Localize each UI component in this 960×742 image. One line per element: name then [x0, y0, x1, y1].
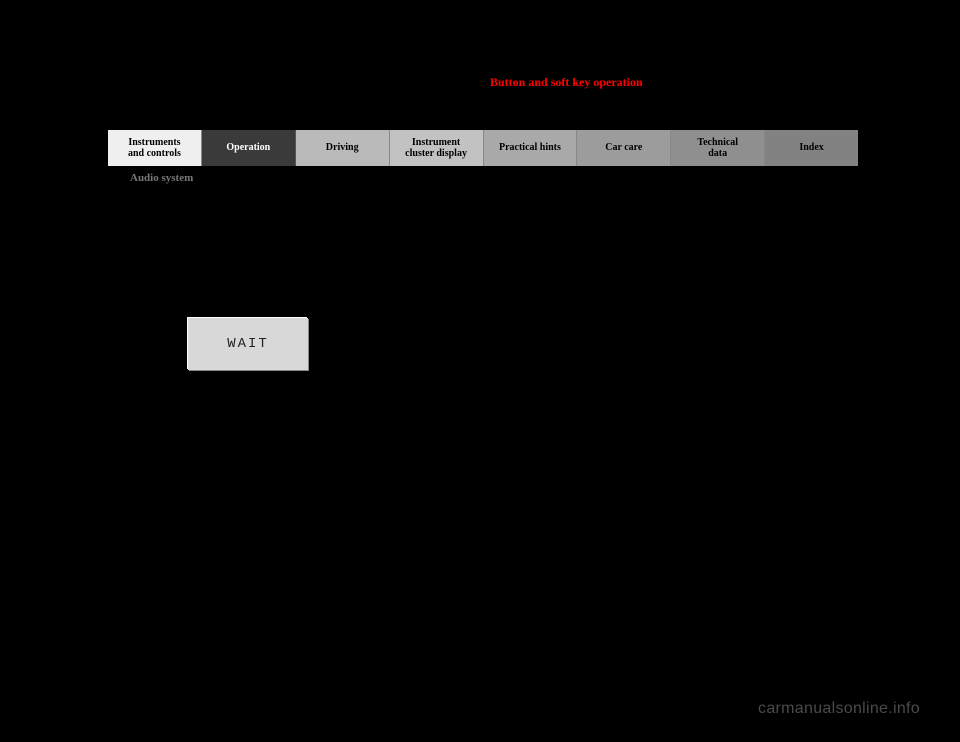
tab-technical-data[interactable]: Technicaldata: [671, 130, 765, 166]
nav-tabs: Instrumentsand controls Operation Drivin…: [108, 130, 860, 166]
tab-car-care[interactable]: Car care: [577, 130, 671, 166]
tab-label: Driving: [326, 142, 359, 154]
tab-label: Technicaldata: [697, 137, 738, 160]
tab-instrument-cluster[interactable]: Instrumentcluster display: [390, 130, 484, 166]
tab-label: Car care: [605, 142, 642, 154]
tab-practical-hints[interactable]: Practical hints: [484, 130, 578, 166]
tab-label: Operation: [226, 142, 270, 154]
tab-operation[interactable]: Operation: [202, 130, 296, 166]
watermark: carmanualsonline.info: [758, 700, 920, 718]
tab-label: Instrumentcluster display: [405, 137, 467, 160]
tab-label: Index: [799, 142, 823, 154]
manual-page: Instrumentsand controls Operation Drivin…: [108, 130, 860, 184]
wait-text: WAIT: [227, 336, 269, 352]
tab-driving[interactable]: Driving: [296, 130, 390, 166]
tab-instruments-controls[interactable]: Instrumentsand controls: [108, 130, 202, 166]
tab-index[interactable]: Index: [765, 130, 858, 166]
page-subtitle: Audio system: [130, 172, 860, 184]
section-heading: Button and soft key operation: [490, 75, 643, 90]
tab-label: Instrumentsand controls: [128, 137, 181, 160]
wait-display: WAIT: [188, 318, 308, 370]
tab-label: Practical hints: [499, 142, 561, 154]
